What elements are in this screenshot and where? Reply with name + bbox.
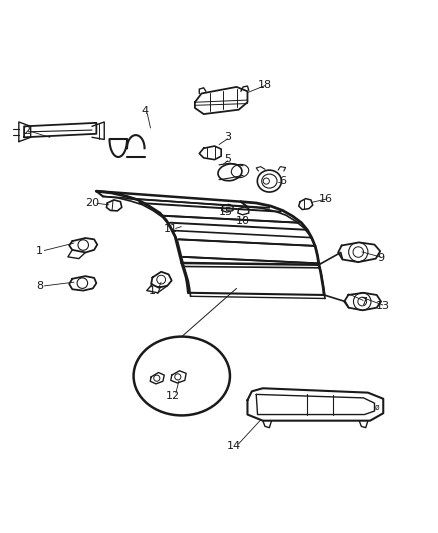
- Text: 17: 17: [148, 286, 162, 296]
- Text: 8: 8: [36, 281, 43, 291]
- Text: ø: ø: [375, 403, 380, 412]
- Text: 15: 15: [219, 207, 233, 217]
- Text: 14: 14: [227, 441, 241, 451]
- Text: 13: 13: [376, 301, 390, 311]
- Text: 1: 1: [36, 246, 43, 256]
- Text: 20: 20: [85, 198, 99, 208]
- Text: 16: 16: [319, 193, 333, 204]
- Text: 18: 18: [258, 80, 272, 90]
- Text: 11: 11: [164, 224, 178, 235]
- Text: 9: 9: [378, 253, 385, 263]
- Text: 10: 10: [236, 215, 250, 225]
- Text: 3: 3: [224, 132, 231, 142]
- Text: 7: 7: [360, 296, 367, 306]
- Text: 2: 2: [23, 126, 30, 136]
- Text: 5: 5: [224, 154, 231, 164]
- Text: 6: 6: [279, 176, 286, 186]
- Text: 12: 12: [166, 391, 180, 401]
- Text: 4: 4: [141, 106, 148, 116]
